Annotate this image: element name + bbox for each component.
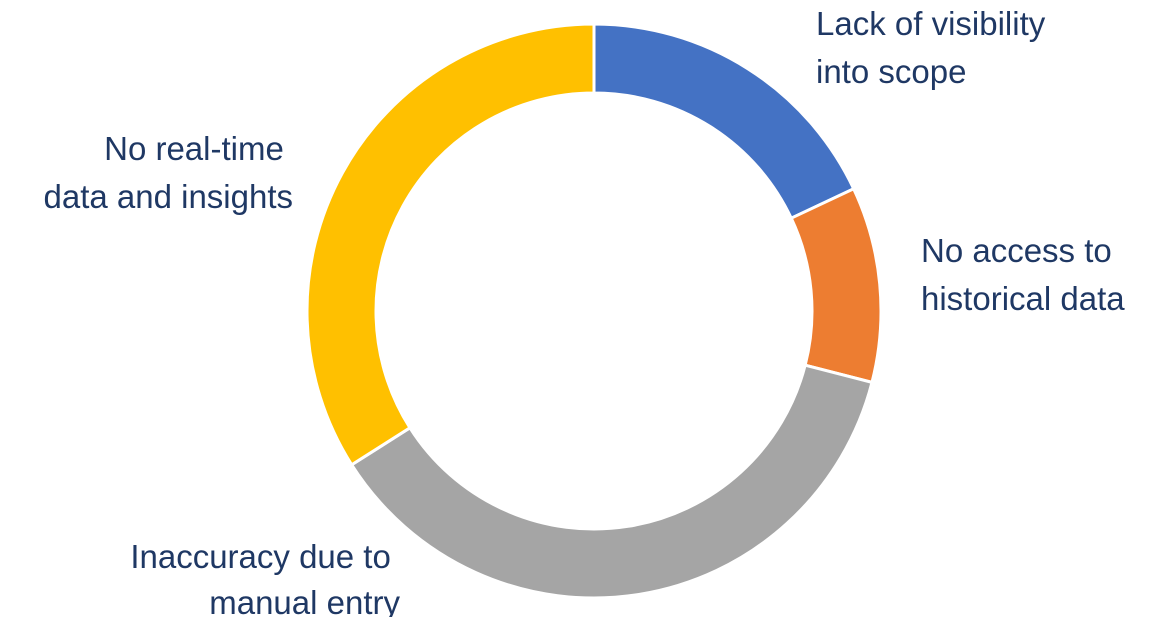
label-no-access-historical: No access to historical data <box>921 232 1125 317</box>
label-inaccuracy-manual-entry: Inaccuracy due to manual entry <box>130 538 400 617</box>
slice-0 <box>592 22 856 221</box>
slice-3 <box>305 22 596 467</box>
label-no-real-time: No real-time data and insights <box>43 130 293 215</box>
chart-slices <box>305 22 883 600</box>
slice-1 <box>789 186 883 385</box>
slice-2 <box>349 363 874 600</box>
label-lack-of-visibility: Lack of visibility into scope <box>816 5 1054 90</box>
